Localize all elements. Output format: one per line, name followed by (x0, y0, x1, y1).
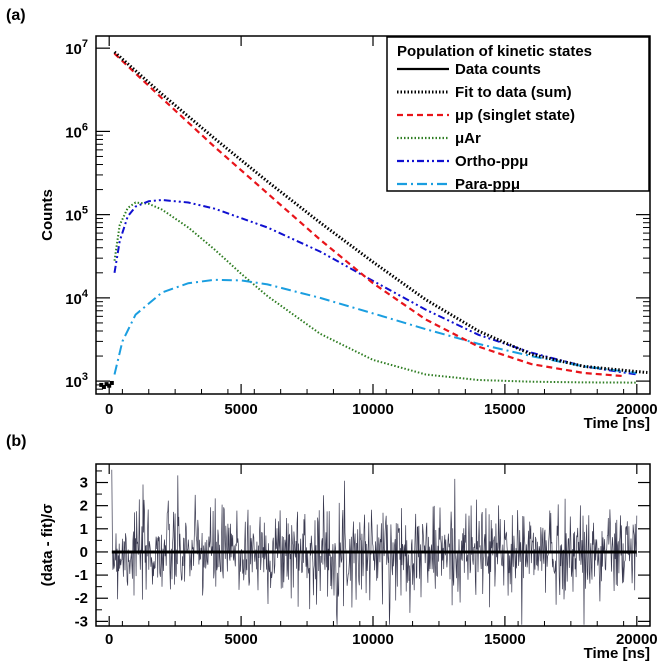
b-ytick-label: 3 (80, 475, 88, 492)
legend-label: Fit to data (sum) (455, 84, 572, 101)
series-3-line (113, 201, 637, 384)
data-counts-point (104, 382, 109, 387)
series-5-line (113, 278, 637, 375)
b-xtick-label: 5000 (224, 631, 257, 648)
b-ytick-label: -1 (75, 567, 88, 584)
legend-label: μp (singlet state) (455, 107, 575, 124)
b-xtick-label: 10000 (352, 631, 394, 648)
b-xtick-label: 15000 (484, 631, 526, 648)
panel-b-xlabel: Time [ns] (584, 645, 650, 662)
b-ytick-label: -2 (75, 590, 88, 607)
a-ytick-label: 105 (65, 205, 88, 225)
panel-a-ylabel: Counts (39, 189, 56, 241)
b-xtick-label: 0 (105, 631, 113, 648)
panel-a-plot: 0 5000 10000 15000 20000 103 104 105 106 107 Coun… (39, 35, 658, 432)
b-xtick-label: 20000 (616, 631, 658, 648)
legend-label: Ortho-ppμ (455, 153, 528, 170)
a-xtick-label: 10000 (352, 401, 394, 418)
b-ytick-label: 0 (80, 544, 88, 561)
legend-label: μAr (455, 130, 481, 147)
a-xtick-label: 5000 (224, 401, 257, 418)
panel-b-letter: (b) (6, 433, 26, 450)
panel-b-series (111, 469, 638, 625)
data-counts-point (99, 382, 104, 387)
panel-a-series (99, 50, 648, 389)
legend: Population of kinetic states Data counts… (386, 36, 650, 193)
panel-a-xlabel: Time [ns] (584, 415, 650, 432)
a-xtick-label: 20000 (616, 401, 658, 418)
panel-b-ylabel: (data - fit)/σ (39, 504, 56, 587)
a-ytick-label: 107 (65, 38, 88, 58)
panel-b-ticks: 0 5000 10000 15000 20000 3 2 1 0 -1 -2 -3 (75, 464, 658, 648)
legend-title: Population of kinetic states (397, 43, 592, 60)
b-ytick-label: 2 (80, 498, 88, 515)
b-ytick-label: -3 (75, 613, 88, 630)
data-counts-point (107, 383, 112, 388)
b-ytick-label: 1 (80, 521, 88, 538)
data-counts-point (109, 380, 114, 385)
data-counts-point (101, 384, 106, 389)
legend-label: Data counts (455, 61, 541, 78)
series-4-line (113, 198, 637, 376)
a-ytick-label: 106 (65, 121, 88, 141)
a-xtick-label: 0 (105, 401, 113, 418)
panel-a-letter: (a) (6, 7, 26, 24)
a-ytick-label: 104 (65, 288, 89, 308)
legend-label: Para-ppμ (455, 176, 520, 193)
a-xtick-label: 15000 (484, 401, 526, 418)
series-2-line (113, 52, 624, 378)
panel-b-plot: 0 5000 10000 15000 20000 3 2 1 0 -1 -2 -3 (data - f… (39, 463, 658, 662)
a-ytick-label: 103 (65, 371, 88, 391)
residuals-line (111, 469, 638, 625)
